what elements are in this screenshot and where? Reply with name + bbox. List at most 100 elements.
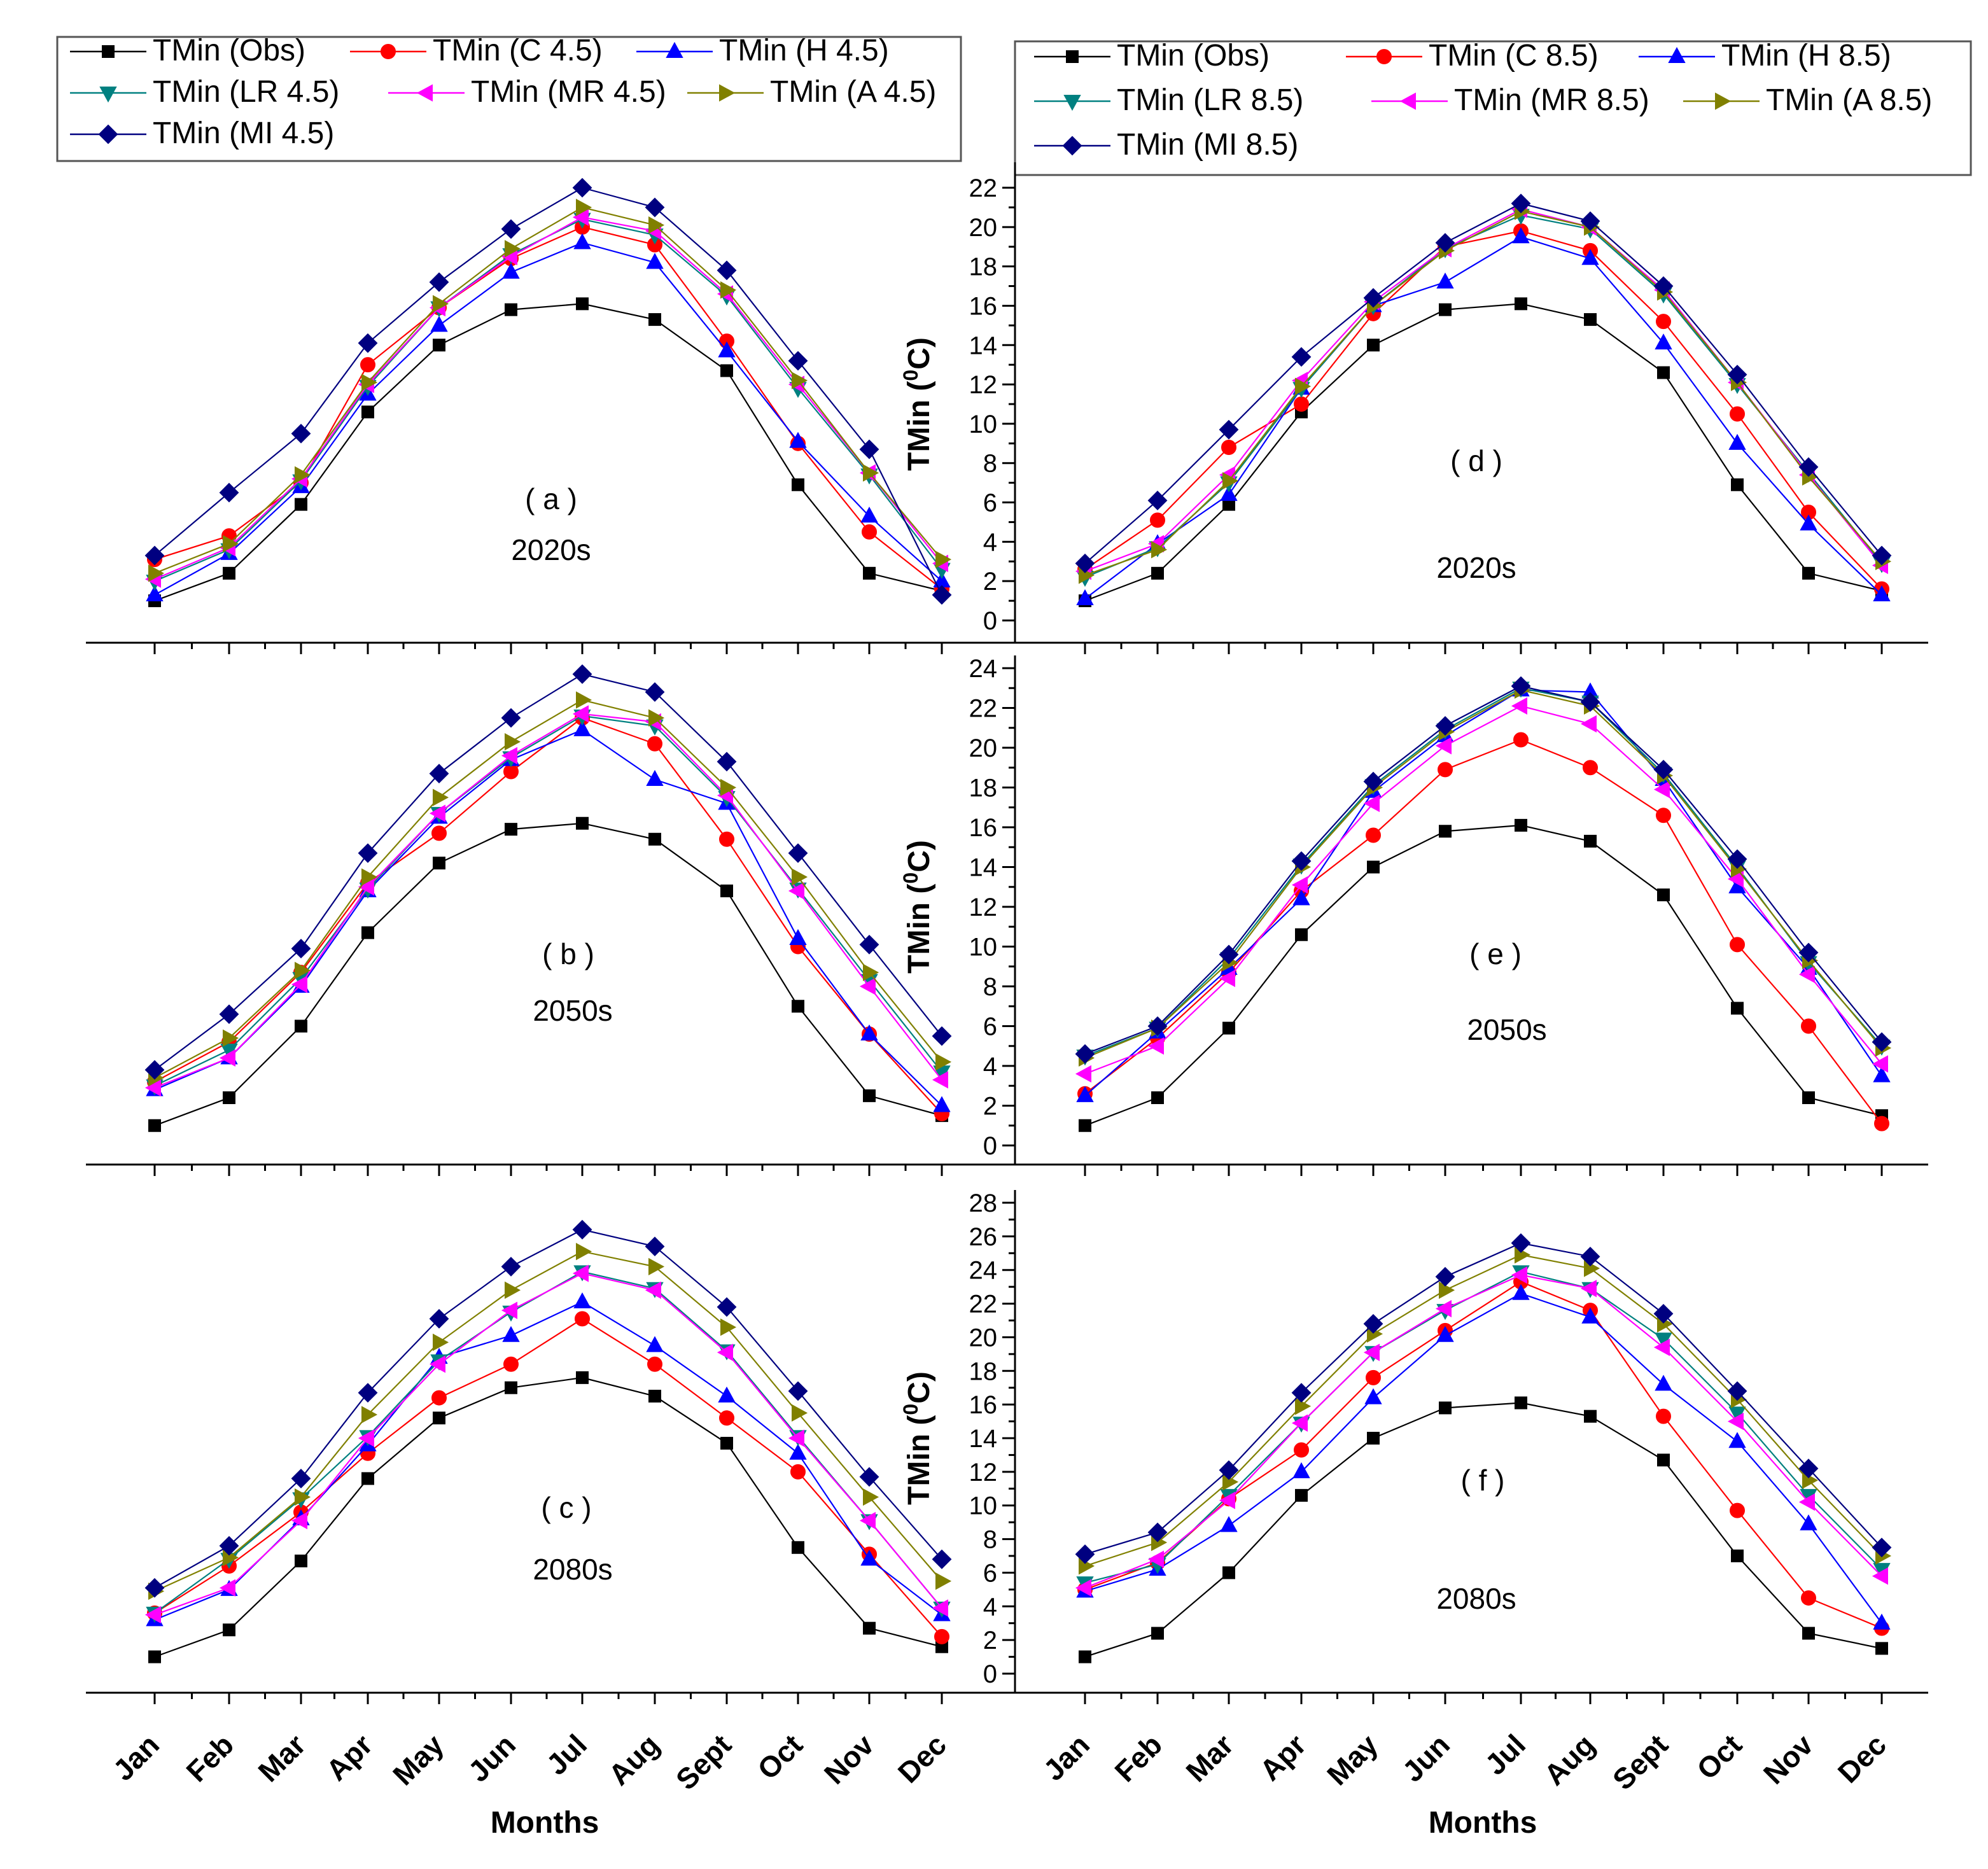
data-point-MR-Mar [1219, 1492, 1235, 1509]
data-point-MI-Feb [219, 482, 239, 503]
legend-frame [1014, 40, 1972, 176]
data-point-MI-Jan [1075, 1544, 1095, 1564]
month-tick-label-right: Oct [1690, 1728, 1748, 1786]
series-A-f [1079, 1246, 1892, 1575]
data-point-C-Feb [1150, 512, 1165, 528]
y-tick-label: 0 [983, 1132, 997, 1160]
data-point-MR-May [1363, 794, 1380, 813]
data-point-A-Nov [863, 464, 879, 482]
legend-label-MR: TMin (MR 4.5) [471, 75, 666, 109]
series-line-Obs [1084, 303, 1882, 602]
legend-label-LR: TMin (LR 8.5) [1117, 83, 1303, 117]
data-point-H-Jun [502, 1326, 520, 1342]
y-axis-title-f: TMin (0C) [899, 1371, 936, 1505]
data-point-MI-Apr [358, 1383, 378, 1403]
data-point-A-Feb [223, 535, 239, 553]
data-point-C-Oct [1730, 937, 1745, 953]
data-point-Obs-Dec [1875, 1642, 1888, 1655]
legend-label-A: TMin (A 4.5) [770, 75, 936, 109]
month-tick-label-left: Apr [319, 1728, 379, 1787]
data-point-A-Dec [935, 1053, 952, 1071]
data-point-Obs-Apr [1295, 1488, 1308, 1502]
data-point-A-Aug [648, 216, 665, 234]
data-point-H-Apr [1292, 889, 1310, 906]
data-point-MR-Oct [1727, 1412, 1744, 1431]
data-point-A-Apr [361, 1406, 378, 1424]
data-point-H-Sept [1655, 1375, 1672, 1391]
month-tick-label-right: Jul [1478, 1728, 1532, 1781]
series-line-MI [154, 186, 942, 596]
data-point-MI-Mar [291, 939, 311, 959]
data-point-Obs-Mar [1222, 1021, 1235, 1035]
data-point-C-Sept [719, 1410, 734, 1426]
data-point-Obs-Jun [505, 823, 517, 836]
data-point-C-Sept [1656, 808, 1671, 823]
panel-label-c: ( c ) [541, 1491, 591, 1524]
data-point-C-Nov [862, 524, 877, 540]
series-Obs-c [148, 1371, 948, 1663]
legend-swatch-marker-Obs [1066, 50, 1079, 63]
data-point-MI-Oct [1727, 365, 1747, 385]
y-tick-label: 28 [969, 1189, 998, 1217]
data-point-MR-Apr [358, 878, 374, 896]
data-point-MI-Feb [1147, 491, 1168, 510]
data-point-A-Jun [505, 732, 521, 751]
month-tick-label-left: Feb [179, 1728, 240, 1788]
period-label-f: 2080s [1436, 1582, 1516, 1615]
data-point-H-Aug [1581, 1307, 1599, 1324]
data-point-MI-Sept [1653, 1304, 1674, 1324]
data-point-Obs-Mar [295, 498, 307, 511]
data-point-A-Mar [1222, 472, 1239, 490]
data-point-MR-May [429, 804, 445, 822]
y-tick-label: 18 [969, 774, 998, 802]
legend-label-C: TMin (C 8.5) [1429, 39, 1599, 73]
data-point-Obs-Jan [148, 1650, 161, 1663]
legend-swatch-marker-H [1668, 46, 1686, 63]
data-point-MI-Feb [1147, 1016, 1168, 1036]
data-point-H-Oct [789, 928, 807, 945]
series-Obs-b [148, 816, 948, 1132]
data-point-A-Nov [863, 963, 879, 981]
data-point-C-May [1366, 827, 1381, 843]
series-line-MI [1084, 202, 1882, 564]
data-point-H-Oct [1728, 1432, 1746, 1448]
data-point-Obs-Oct [792, 1000, 804, 1013]
month-tick-label-right: Nov [1757, 1728, 1820, 1791]
data-point-MI-Jan [1075, 1044, 1095, 1064]
panel-label-a: ( a ) [525, 482, 577, 515]
series-line-H [154, 242, 942, 596]
data-point-MR-Jan [144, 1079, 161, 1097]
data-point-MI-Jun [1435, 716, 1455, 736]
series-line-MI [1084, 685, 1882, 1055]
data-point-Obs-Jul [576, 1371, 589, 1384]
data-point-H-Nov [860, 1550, 878, 1566]
data-point-Obs-Nov [863, 566, 876, 580]
data-point-Obs-May [1367, 339, 1380, 352]
month-tick-label-left: Jun [461, 1728, 522, 1788]
data-point-MI-Apr [1291, 851, 1312, 871]
y-tick-label: 8 [983, 973, 997, 1001]
data-point-MI-May [1363, 1313, 1383, 1334]
legend-label-A: TMin (A 8.5) [1766, 83, 1932, 117]
series-line-MR [1084, 1274, 1882, 1589]
data-point-A-Jul [576, 691, 592, 709]
legend-swatch-marker-A [1715, 92, 1732, 110]
month-tick-label-left: Jul [540, 1728, 593, 1781]
data-point-Obs-Feb [1151, 1091, 1164, 1104]
series-line-H [1084, 1292, 1882, 1624]
panel-a: ( a ) 2020s [144, 178, 952, 608]
data-point-H-Jan [1076, 589, 1094, 605]
data-point-H-Oct [1728, 433, 1746, 450]
panels-layer: ( a ) 2020s ( d ) 2020s ( b ) 2050s ( e ) 2050s… [144, 178, 1892, 1663]
data-point-C-Dec [1874, 1116, 1889, 1131]
panel-label-f: ( f ) [1461, 1464, 1505, 1497]
data-point-MI-Nov [859, 439, 879, 459]
data-point-H-Oct [789, 431, 807, 448]
y-tick-label: 14 [969, 854, 998, 882]
y-tick-label: 14 [969, 332, 998, 360]
data-point-MR-Dec [1872, 1055, 1888, 1073]
x-axis-title-right: Months [1429, 1806, 1537, 1840]
data-point-C-Sept [719, 831, 734, 847]
data-point-MI-Apr [358, 333, 378, 353]
